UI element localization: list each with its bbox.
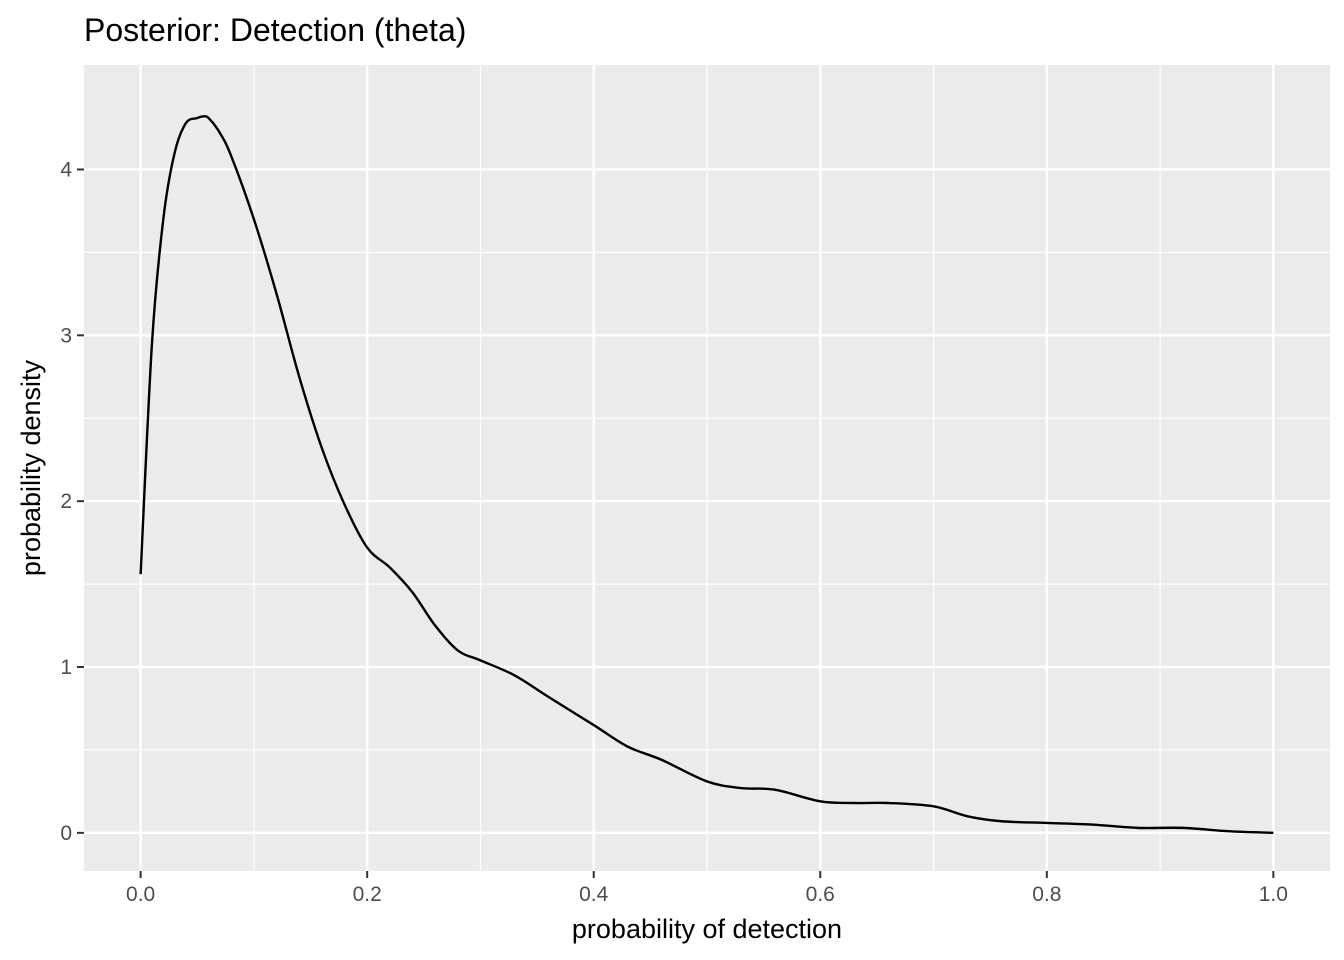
x-tick-label: 0.0 xyxy=(126,883,155,906)
y-axis-ticks: 0 1 2 3 4 xyxy=(60,158,84,845)
x-tick-label: 0.8 xyxy=(1032,883,1061,906)
y-tick-label: 0 xyxy=(60,822,72,845)
minor-gridlines xyxy=(84,65,1330,871)
y-tick-label: 1 xyxy=(60,656,72,679)
chart-title: Posterior: Detection (theta) xyxy=(84,12,466,48)
x-tick-label: 0.4 xyxy=(579,883,609,906)
x-tick-label: 0.2 xyxy=(353,883,382,906)
x-tick-label: 1.0 xyxy=(1259,883,1288,906)
y-tick-label: 3 xyxy=(60,324,72,347)
y-tick-label: 2 xyxy=(60,490,72,513)
x-axis-title: probability of detection xyxy=(572,914,842,944)
x-tick-label: 0.6 xyxy=(806,883,835,906)
density-curve xyxy=(139,115,1274,835)
y-axis-title: probability density xyxy=(16,359,46,576)
major-gridlines xyxy=(84,65,1330,871)
y-tick-label: 4 xyxy=(60,158,72,181)
x-axis-ticks: 0.0 0.2 0.4 0.6 0.8 1.0 xyxy=(126,871,1288,906)
